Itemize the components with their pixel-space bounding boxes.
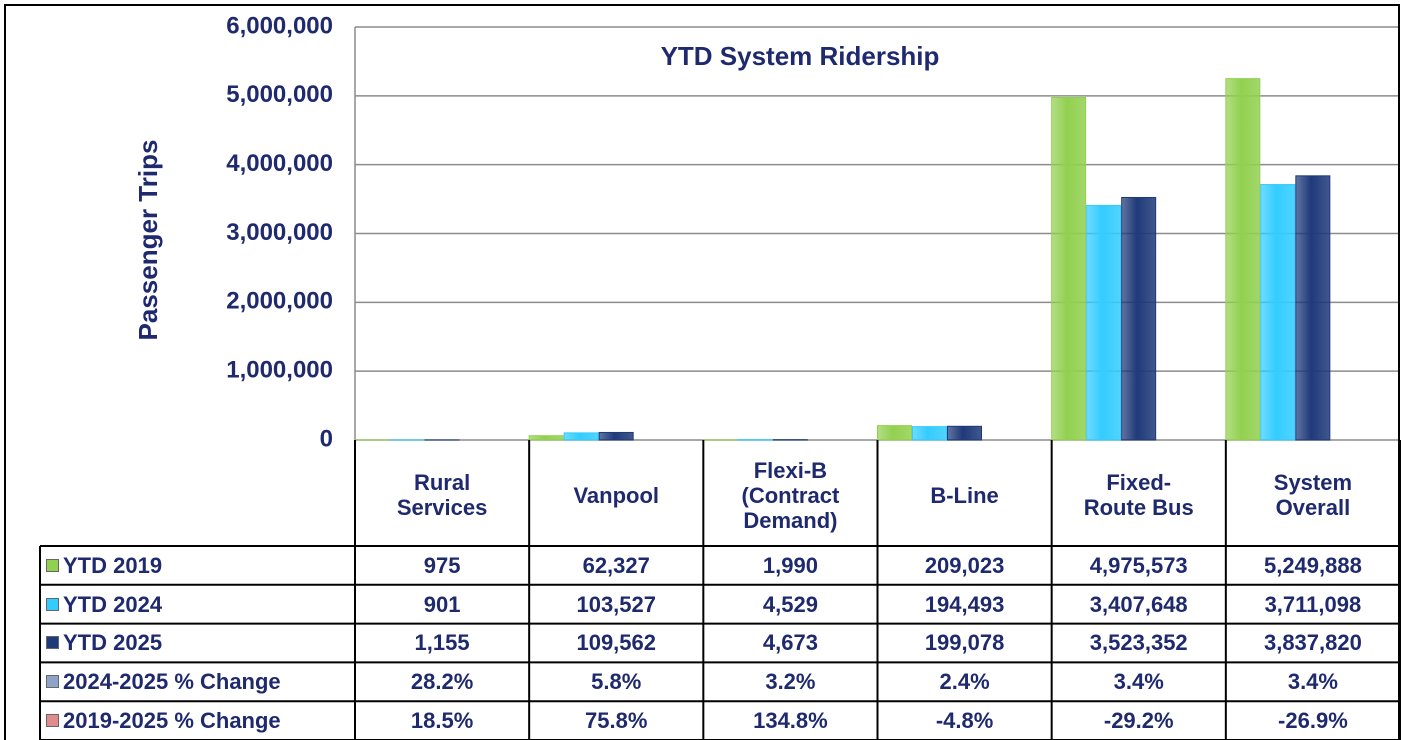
table-value: 209,023	[924, 552, 1005, 578]
y-tick-label: 5,000,000	[226, 81, 333, 108]
table-value: 3.2%	[765, 669, 816, 695]
y-tick-label: 4,000,000	[226, 150, 333, 177]
table-value: 18.5%	[410, 708, 474, 734]
legend-key	[46, 558, 59, 572]
table-value: -4.8%	[935, 708, 994, 734]
table-value: 28.2%	[410, 669, 474, 695]
row-name: 2024-2025 % Change	[40, 662, 355, 701]
bar	[1086, 204, 1122, 441]
table-value: 3.4%	[1113, 669, 1164, 695]
bar	[1225, 78, 1261, 441]
table-value: 62,327	[582, 552, 650, 578]
table-value: 134.8%	[753, 708, 828, 734]
bar	[877, 425, 912, 441]
table-value: -26.9%	[1278, 708, 1348, 734]
row-name: YTD 2024	[40, 585, 355, 624]
legend-key	[46, 714, 59, 728]
y-axis-label: Passenger Trips	[133, 140, 163, 341]
table-value: 2.4%	[939, 669, 990, 695]
bar	[1051, 97, 1087, 441]
bar	[912, 426, 947, 441]
table-value: 3,523,352	[1089, 630, 1188, 656]
y-tick-label: 6,000,000	[226, 12, 333, 39]
row-name: 2019-2025 % Change	[40, 701, 355, 740]
table-value: 103,527	[576, 591, 656, 617]
category-label: Flexi-B (Contract Demand)	[741, 457, 840, 533]
legend-label: YTD 2024	[63, 591, 163, 617]
legend-key	[46, 636, 59, 650]
legend-label: 2024-2025 % Change	[63, 669, 281, 695]
row-name: YTD 2019	[40, 546, 355, 585]
y-tick-label: 1,000,000	[226, 357, 333, 384]
bar	[563, 432, 599, 441]
table-value: 109,562	[576, 630, 656, 656]
y-tick-label: 3,000,000	[226, 219, 333, 246]
table-value: 975	[423, 552, 461, 578]
category-label: Rural Services	[396, 470, 488, 520]
table-value: 1,155	[414, 630, 470, 656]
table-value: 199,078	[924, 630, 1005, 656]
legend-label: YTD 2019	[63, 552, 163, 578]
table-value: 901	[423, 591, 461, 617]
legend-label: YTD 2025	[63, 630, 163, 656]
bar	[1295, 175, 1331, 441]
category-label: B-Line	[930, 482, 999, 508]
legend-label: 2019-2025 % Change	[63, 708, 281, 734]
y-tick-label: 2,000,000	[226, 288, 333, 315]
table-value: 1,990	[762, 552, 818, 578]
table-value: 5,249,888	[1263, 552, 1362, 578]
table-value: 3,407,648	[1089, 591, 1188, 617]
bar	[598, 431, 634, 441]
legend-key	[46, 675, 59, 689]
table-value: 4,673	[762, 630, 818, 656]
table-value: 4,975,573	[1089, 552, 1188, 578]
y-tick-label: 0	[320, 425, 333, 452]
bar	[1121, 196, 1157, 441]
table-value: -29.2%	[1103, 708, 1174, 734]
category-label: System Overall	[1273, 470, 1353, 520]
category-label: Vanpool	[573, 482, 660, 508]
category-label: Fixed- Route Bus	[1083, 470, 1194, 520]
table-value: 3.4%	[1287, 669, 1338, 695]
table-value: 5.8%	[591, 669, 642, 695]
bar	[1260, 184, 1296, 441]
bar	[528, 435, 564, 441]
table-value: 3,837,820	[1263, 630, 1362, 656]
chart-title: YTD System Ridership	[661, 41, 940, 71]
table-value: 3,711,098	[1264, 591, 1362, 617]
chart-border	[4, 4, 1400, 740]
table-value: 75.8%	[585, 708, 648, 734]
table-value: 194,493	[924, 591, 1005, 617]
legend-key	[46, 597, 59, 611]
table-value: 4,529	[762, 591, 818, 617]
bar	[947, 425, 982, 441]
row-name: YTD 2025	[40, 624, 355, 663]
